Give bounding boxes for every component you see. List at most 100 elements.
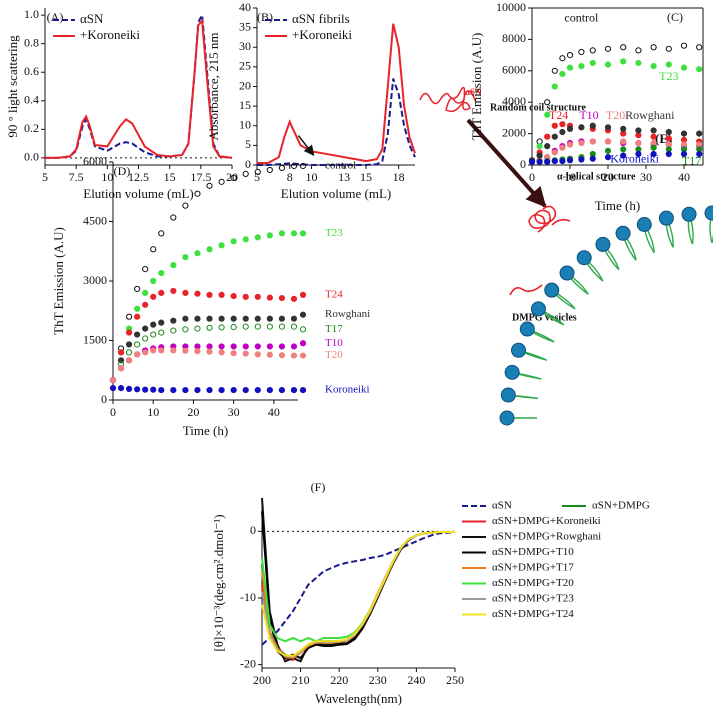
panel-label: (A) xyxy=(47,10,64,24)
x-tick-label: 15 xyxy=(360,170,372,184)
data-point xyxy=(604,154,612,161)
y-tick-label: 0.2 xyxy=(24,121,39,135)
data-point xyxy=(194,250,201,257)
data-point xyxy=(696,66,703,73)
data-point xyxy=(194,348,201,355)
data-point xyxy=(290,230,298,237)
data-point xyxy=(566,52,574,59)
data-point xyxy=(604,61,612,68)
data-point xyxy=(206,291,213,298)
data-point xyxy=(650,150,657,158)
panel-label: (D) xyxy=(114,164,131,178)
data-point xyxy=(206,182,213,189)
x-tick-label: 230 xyxy=(369,673,387,687)
data-point xyxy=(559,70,566,78)
data-point xyxy=(254,343,261,350)
data-point xyxy=(278,352,286,359)
data-point xyxy=(158,319,165,326)
y-tick-label: 4000 xyxy=(502,94,526,108)
y-tick-label: 1.0 xyxy=(24,7,39,21)
x-tick-label: 0 xyxy=(110,405,116,419)
legend-label: control xyxy=(564,11,599,25)
data-point xyxy=(117,365,125,372)
data-point xyxy=(266,386,273,394)
data-point xyxy=(266,323,273,330)
data-point xyxy=(170,347,177,354)
data-point xyxy=(278,343,286,350)
y-tick-label: 0 xyxy=(101,392,107,406)
data-point xyxy=(254,168,261,176)
legend-label: αSN+DMPG xyxy=(592,500,650,512)
data-point xyxy=(134,341,141,348)
x-axis-label: Wavelength(nm) xyxy=(315,691,402,706)
y-tick-label: 0.0 xyxy=(24,150,39,164)
data-point xyxy=(206,315,213,322)
legend-label: αSN+DMPG+T17 xyxy=(492,562,574,574)
data-point xyxy=(182,289,189,296)
x-tick-label: 200 xyxy=(253,673,271,687)
data-point xyxy=(206,348,213,355)
data-point xyxy=(218,242,225,249)
data-point xyxy=(218,291,225,298)
data-point xyxy=(578,62,585,70)
data-point xyxy=(150,321,157,328)
data-point xyxy=(125,329,133,336)
data-point xyxy=(620,125,627,132)
data-point xyxy=(665,128,672,136)
diagram-e: αSN Random coil structure (E) α-helical … xyxy=(419,86,713,426)
data-point xyxy=(290,343,298,350)
data-point xyxy=(589,47,596,54)
data-point xyxy=(620,58,627,65)
legend-label: T23 xyxy=(659,69,678,83)
data-point xyxy=(109,385,117,392)
data-point xyxy=(230,292,237,300)
y-tick-label: 6000 xyxy=(83,154,107,168)
data-point xyxy=(665,45,672,52)
data-point xyxy=(134,351,141,358)
data-point xyxy=(680,64,688,71)
data-point xyxy=(142,266,149,273)
y-tick-label: 8000 xyxy=(502,31,526,45)
data-point xyxy=(544,111,551,118)
data-point xyxy=(680,130,688,137)
data-point xyxy=(551,122,558,129)
x-tick-label: 0 xyxy=(529,170,535,184)
data-point xyxy=(544,158,551,165)
legend-swatch xyxy=(299,311,307,318)
legend-label: αSN+DMPG+T23 xyxy=(492,593,574,605)
data-point xyxy=(218,343,225,350)
data-point xyxy=(142,289,149,296)
data-point xyxy=(635,47,642,54)
data-point xyxy=(604,45,612,52)
data-point xyxy=(544,143,551,150)
series-line xyxy=(261,531,455,662)
data-point xyxy=(194,290,201,297)
legend-label: αSN+DMPG+Koroneiki xyxy=(492,515,601,527)
data-point xyxy=(578,48,585,56)
data-point xyxy=(170,327,177,334)
data-point xyxy=(536,158,543,165)
data-point xyxy=(254,234,261,241)
x-tick-label: 13 xyxy=(338,170,350,184)
data-point xyxy=(125,341,133,348)
data-point xyxy=(551,133,558,140)
lipid-head xyxy=(615,225,631,241)
y-tick-label: 40 xyxy=(239,0,251,14)
legend-swatch xyxy=(299,326,307,333)
data-point xyxy=(604,124,612,131)
data-point xyxy=(278,294,286,302)
data-point xyxy=(635,139,642,147)
x-tick-label: 7.5 xyxy=(69,170,84,184)
data-point xyxy=(150,246,157,253)
x-tick-label: 10 xyxy=(147,405,159,419)
series-line xyxy=(261,531,455,643)
data-point xyxy=(559,144,566,151)
protein-label: αSN xyxy=(465,87,482,97)
y-axis-label: ThT Emission (A.U) xyxy=(469,33,484,141)
coil-label: Random coil structure xyxy=(490,102,586,113)
data-point xyxy=(290,295,298,302)
data-point xyxy=(230,174,237,181)
panel-label: (F) xyxy=(311,480,326,494)
